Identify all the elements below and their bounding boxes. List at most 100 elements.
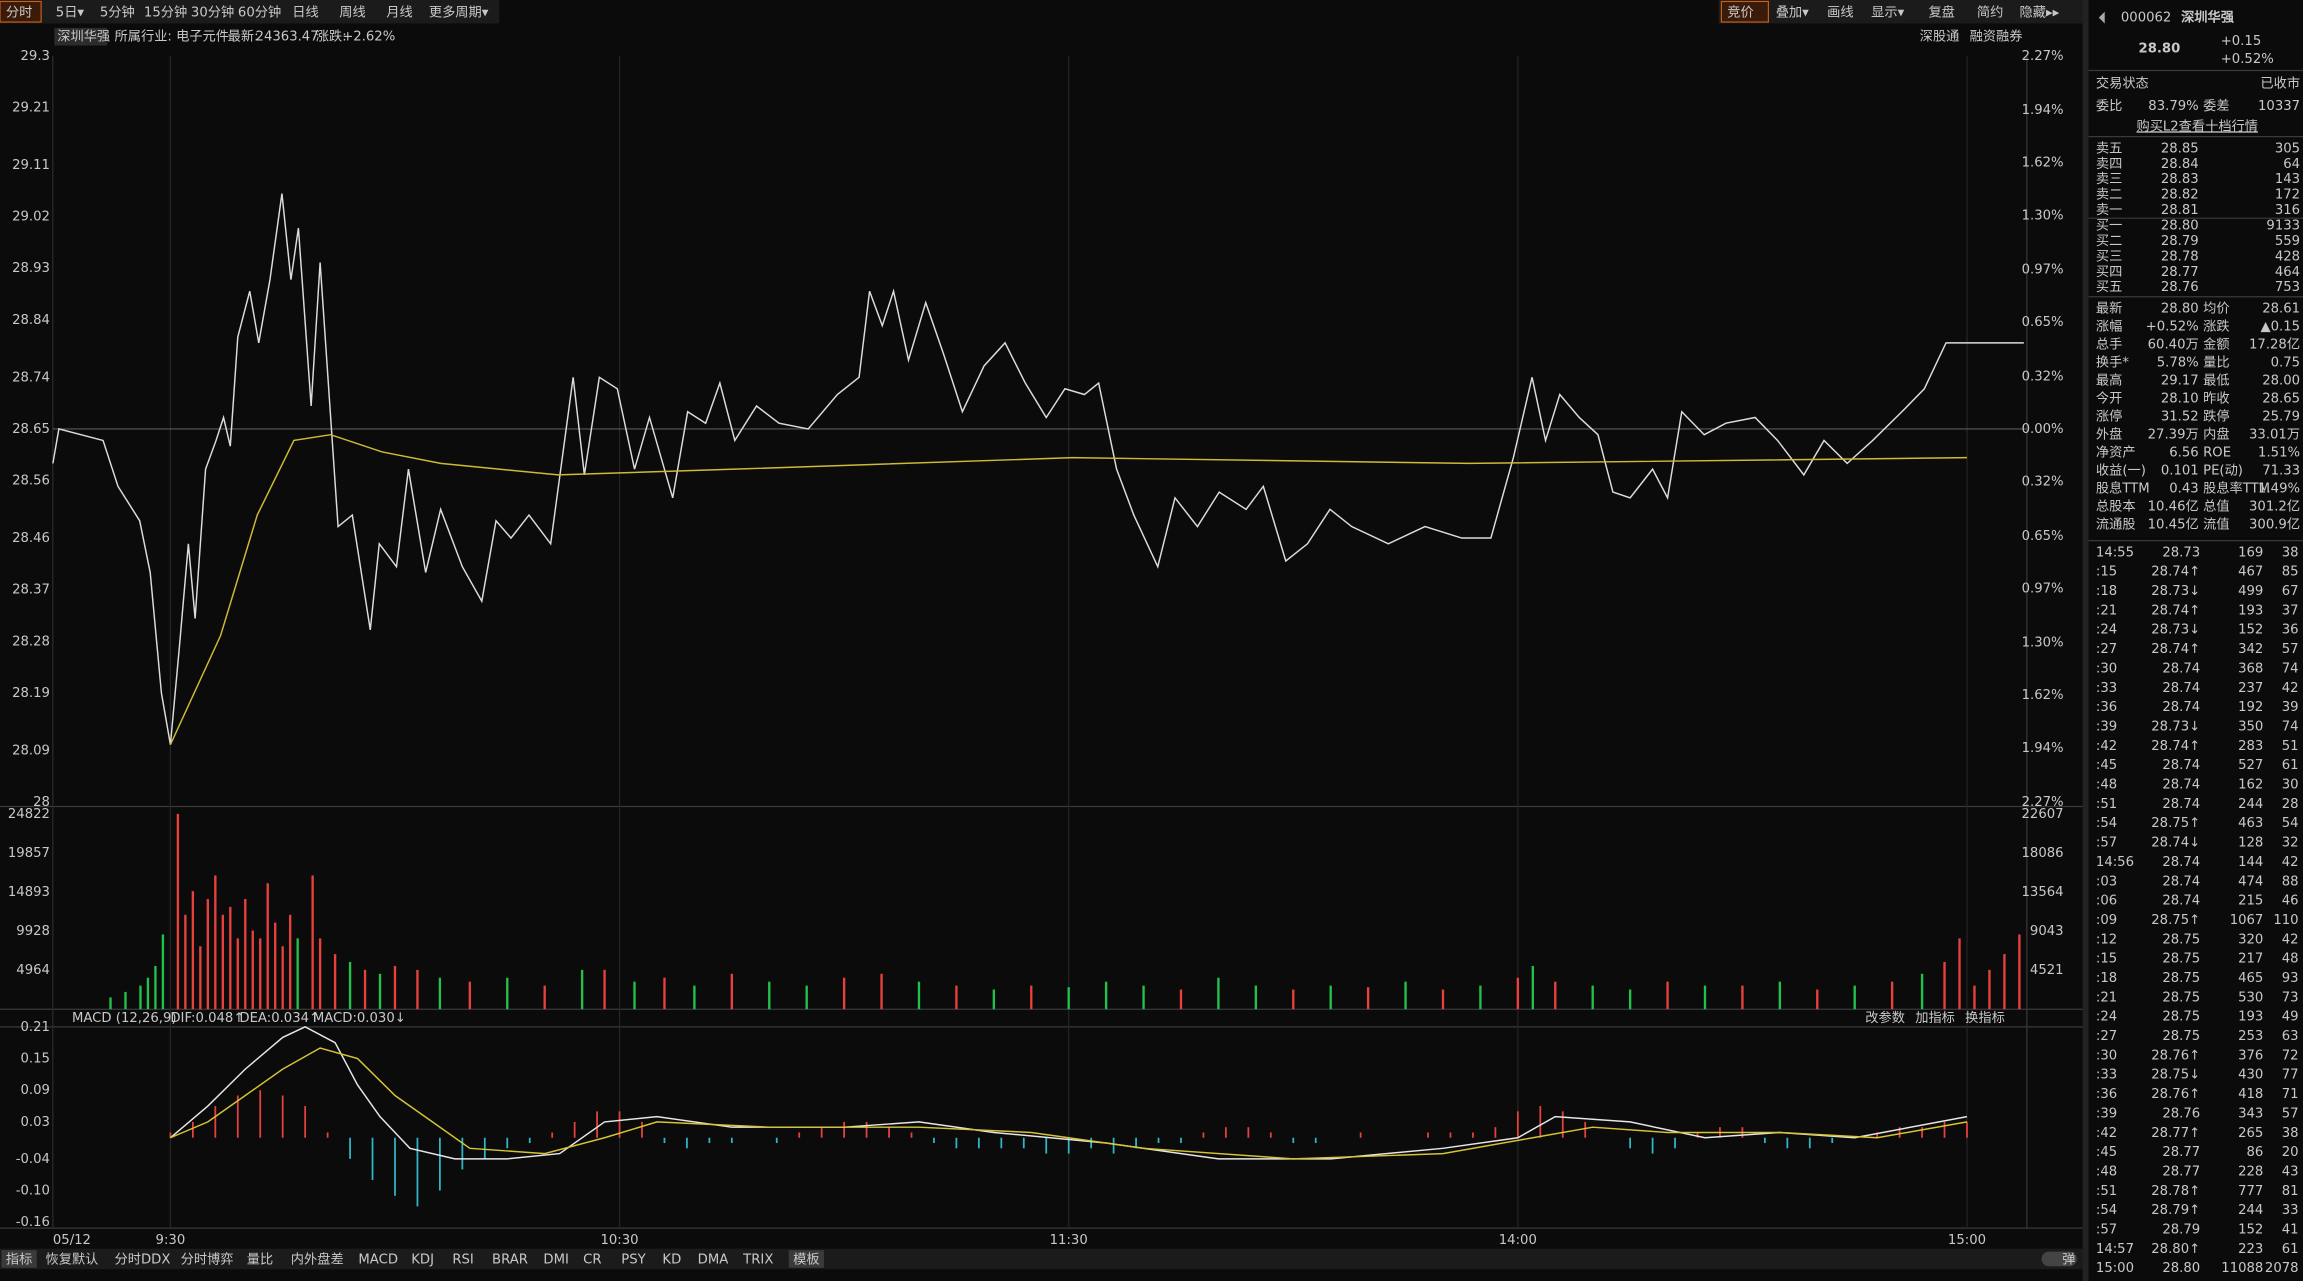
trade-count: 110	[2273, 913, 2298, 928]
toolbar-button[interactable]: 复盘	[1928, 3, 1954, 20]
indicator-tab[interactable]: 分时DDX	[115, 1252, 171, 1268]
volume-bar	[1329, 985, 1332, 1010]
indicator-button[interactable]: 改参数	[1865, 1009, 1905, 1026]
toolbar-button[interactable]: 叠加▾	[1776, 4, 1809, 20]
trade-volume: 162	[2238, 778, 2263, 793]
link[interactable]: 深股通	[1920, 29, 1960, 45]
toolbar-button[interactable]: 显示▾	[1871, 5, 1904, 20]
indicator-tab[interactable]: KD	[662, 1253, 681, 1268]
trade-price: 28.75	[2162, 1010, 2200, 1025]
trade-price: 28.76↑	[2151, 1087, 2200, 1102]
order-label: 卖五	[2096, 140, 2122, 156]
macd-bar	[1359, 1132, 1362, 1138]
trade-time: :09	[2096, 913, 2117, 928]
toolbar-button[interactable]: 周线	[339, 4, 365, 20]
trade-time: :21	[2096, 603, 2117, 618]
trade-price: 28.74	[2162, 758, 2200, 773]
stat-value: +0.52%	[2146, 319, 2199, 334]
indicator-tab[interactable]: CR	[583, 1253, 601, 1268]
indicator-tab[interactable]: 恢复默认	[46, 1252, 99, 1268]
indicator-tab[interactable]: TRIX	[742, 1253, 773, 1268]
indicator-tab[interactable]: PSY	[621, 1253, 646, 1268]
trade-count: 88	[2282, 874, 2299, 889]
order-price: 28.80	[2161, 218, 2199, 233]
indicator-tab[interactable]: MACD	[358, 1253, 398, 1268]
trade-price: 28.75↑	[2151, 913, 2200, 928]
order-volume: 428	[2275, 249, 2300, 264]
volume-bar	[1853, 985, 1856, 1010]
y-tick-label: 29.02	[12, 210, 50, 225]
toolbar-button[interactable]: 30分钟	[191, 3, 234, 20]
trade-price: 28.75	[2162, 990, 2200, 1005]
order-label: 买三	[2096, 248, 2122, 264]
trade-price: 28.74	[2162, 661, 2200, 676]
macd-bar	[416, 1137, 419, 1207]
y-tick-label: -0.16	[16, 1215, 50, 1230]
indicator-button[interactable]: 换指标	[1965, 1010, 2005, 1026]
stat-value: 5.78%	[2157, 355, 2199, 370]
macd-bar	[1943, 1121, 1946, 1138]
indicator-tab[interactable]: 指标	[6, 1252, 32, 1268]
toolbar-button[interactable]: 画线	[1827, 4, 1853, 20]
macd-bar	[551, 1132, 554, 1138]
indicator-tab[interactable]: 量比	[247, 1252, 273, 1268]
l2-link[interactable]: 购买L2查看十档行情	[2136, 118, 2258, 134]
toolbar-button[interactable]: 简约	[1977, 3, 2003, 20]
toolbar-button[interactable]: 竞价	[1727, 3, 1753, 20]
toolbar-button[interactable]: 分时	[6, 4, 32, 20]
trade-price: 28.74↑	[2151, 565, 2200, 580]
macd-bar	[461, 1137, 464, 1170]
trade-count: 32	[2282, 836, 2299, 851]
macd-bar	[439, 1137, 441, 1191]
toolbar-button[interactable]: 15分钟	[144, 3, 187, 20]
indicator-tab[interactable]: 分时博弈	[181, 1252, 234, 1268]
toggle[interactable]	[2041, 1251, 2077, 1267]
indicator-button[interactable]: 加指标	[1915, 1010, 1955, 1026]
volume-bar	[842, 977, 846, 1010]
macd-bar	[1674, 1137, 1676, 1149]
trade-price: 28.78↑	[2151, 1184, 2200, 1199]
volume-bar	[768, 981, 771, 1010]
tab-bg	[1, 1250, 37, 1268]
trade-time: :57	[2096, 836, 2117, 851]
toolbar-button[interactable]: 5分钟	[100, 3, 135, 20]
indicator-tab[interactable]: KDJ	[411, 1253, 434, 1268]
x-tick-label: 05/12	[53, 1233, 91, 1248]
link[interactable]: 融资融券	[1970, 29, 2023, 45]
indicator-tab[interactable]: RSI	[452, 1253, 473, 1268]
trade-price: 28.74↓	[2151, 836, 2200, 851]
toolbar-button[interactable]: 隐藏▸▸	[2020, 4, 2060, 20]
toolbar-button[interactable]: 5日▾	[56, 5, 85, 20]
trade-volume: 228	[2238, 1164, 2263, 1179]
trade-price: 28.74↑	[2151, 642, 2200, 657]
trade-time: :54	[2096, 1203, 2117, 1218]
toolbar-button[interactable]: 60分钟	[238, 3, 281, 20]
trade-price: 28.73↓	[2151, 623, 2200, 638]
indicator-tab[interactable]: DMI	[543, 1253, 568, 1268]
trade-price: 28.75	[2162, 1029, 2200, 1044]
trade-volume: 265	[2238, 1126, 2263, 1141]
trade-volume: 169	[2238, 545, 2263, 560]
indicator-tab[interactable]: BRAR	[492, 1253, 528, 1268]
stock-name: 深圳华强	[2181, 9, 2235, 26]
indicator-tab[interactable]: 内外盘差	[291, 1251, 344, 1268]
toolbar-button[interactable]: 月线	[386, 4, 412, 20]
stat-value: 25.79	[2262, 409, 2300, 424]
trade-time: :27	[2096, 1029, 2117, 1044]
macd-bar	[1314, 1137, 1317, 1144]
trade-volume: 237	[2238, 681, 2263, 696]
tab-active-bg	[1720, 0, 1769, 23]
indicator-tab[interactable]: DMA	[698, 1253, 729, 1268]
y2-tick-label: 2.27%	[2022, 49, 2064, 64]
indicator-tab[interactable]: 模板	[793, 1252, 819, 1268]
trade-volume: 465	[2238, 971, 2263, 986]
back-arrow[interactable]	[2098, 11, 2105, 24]
macd-bar	[977, 1137, 980, 1149]
volume-bar	[1741, 985, 1744, 1010]
toolbar-button[interactable]: 日线	[292, 4, 318, 20]
order-volume: 9133	[2266, 218, 2300, 233]
trade-volume: 343	[2238, 1106, 2263, 1121]
volume-bar	[318, 938, 322, 1010]
macd-bar	[1966, 1121, 1968, 1138]
toolbar-button[interactable]: 更多周期▾	[429, 3, 489, 20]
